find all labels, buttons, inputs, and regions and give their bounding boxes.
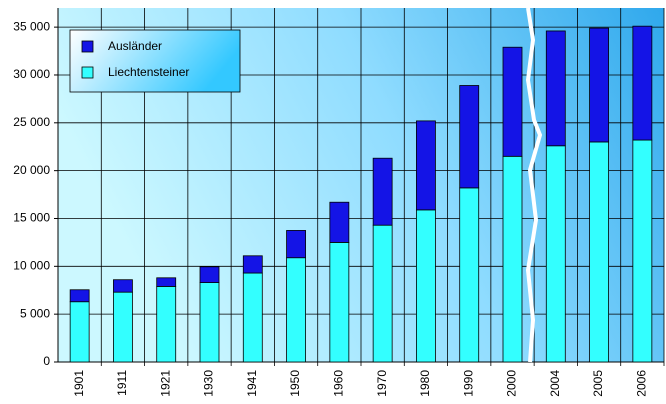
x-tick-label: 2005 [591, 370, 605, 397]
bar-segment [545, 145, 566, 363]
legend-label: Liechtensteiner [108, 65, 189, 79]
x-tick-label: 1990 [461, 370, 475, 397]
bar-segment [632, 139, 653, 363]
x-tick-label: 1911 [115, 370, 129, 396]
y-tick-label: 10 000 [13, 258, 50, 272]
bar-segment [459, 85, 480, 189]
bar-segment [632, 25, 653, 141]
bar-segment [329, 201, 350, 243]
y-tick-label: 5 000 [20, 306, 50, 320]
bar-segment [156, 277, 177, 287]
y-tick-label: 35 000 [13, 19, 50, 33]
y-tick-label: 20 000 [13, 163, 50, 177]
bar-segment [545, 30, 566, 147]
x-tick-label: 2000 [505, 370, 519, 397]
x-tick-label: 1901 [72, 370, 86, 397]
bar-segment [459, 187, 480, 363]
x-tick-label: 1941 [245, 370, 259, 397]
legend-swatch [81, 66, 94, 79]
labels: 0 5 000 10 000 15 000 20 000 25 000 30 000 35 0… [13, 19, 648, 396]
bar-segment [502, 155, 523, 363]
x-tick-label: 1950 [288, 370, 302, 397]
x-tick-label: 1921 [158, 370, 172, 397]
x-tick-label: 1930 [202, 370, 216, 397]
bar-segment [242, 272, 263, 363]
y-tick-label: 30 000 [13, 67, 50, 81]
bar-segment [286, 257, 306, 363]
bar-segment [589, 27, 609, 143]
bars [69, 25, 653, 363]
bar-segment [69, 301, 90, 363]
y-tick-label: 0 [43, 354, 50, 368]
bar-segment [589, 141, 609, 363]
bar-segment [416, 120, 436, 211]
legend: Ausländer Liechtensteiner [69, 29, 241, 93]
x-tick-label: 1960 [332, 370, 346, 397]
bar-segment [372, 157, 393, 226]
axis-break [525, 7, 543, 363]
bar-segment [199, 266, 220, 283]
x-tick-label: 2006 [635, 370, 649, 397]
x-tick-label: 1970 [375, 370, 389, 397]
x-tick-label: 1980 [418, 370, 432, 397]
bar-segment [156, 286, 177, 363]
y-tick-label: 25 000 [13, 115, 50, 129]
bar-segment [113, 291, 133, 363]
bar-segment [502, 46, 523, 157]
bar-segment [329, 242, 350, 363]
y-tick-label: 15 000 [13, 211, 50, 225]
legend-swatch [81, 40, 94, 53]
bar-segment [69, 289, 90, 303]
x-tick-label: 2004 [548, 370, 562, 397]
bar-segment [416, 209, 436, 363]
legend-label: Ausländer [108, 39, 162, 53]
bar-segment [372, 224, 393, 363]
bar-segment [286, 230, 306, 259]
legend-box [69, 29, 241, 93]
bar-segment [199, 282, 220, 363]
bar-segment [242, 255, 263, 274]
bar-segment [113, 279, 133, 293]
